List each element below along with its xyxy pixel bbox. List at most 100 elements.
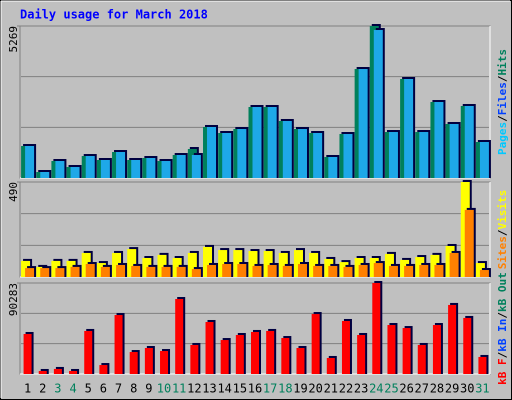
bar: [176, 155, 186, 178]
x-tick-label: 22: [339, 382, 353, 396]
bar: [160, 351, 169, 374]
bar: [387, 325, 396, 374]
y-tick-label: 490: [7, 182, 20, 202]
bar: [267, 264, 277, 277]
bar: [218, 250, 228, 277]
bar: [191, 155, 201, 178]
bar: [326, 357, 335, 374]
bar: [144, 347, 153, 374]
x-tick-label: 18: [278, 382, 292, 396]
bar: [220, 340, 229, 374]
bar: [114, 315, 123, 374]
x-tick-label: 9: [145, 382, 152, 396]
bar: [475, 263, 485, 277]
bar: [479, 270, 489, 277]
bar: [388, 132, 398, 178]
bar: [419, 264, 429, 277]
x-tick-label: 8: [130, 382, 137, 396]
x-tick-label: 15: [233, 382, 247, 396]
bar: [84, 330, 93, 374]
chart-title: Daily usage for March 2018: [20, 8, 208, 22]
bar: [161, 266, 171, 277]
bar: [146, 266, 156, 277]
bar: [432, 325, 441, 374]
bar: [116, 152, 126, 178]
legend-separator: /: [496, 312, 509, 319]
bar: [161, 161, 171, 178]
bar: [297, 264, 307, 277]
bar: [402, 328, 411, 374]
x-tick-label: 23: [354, 382, 368, 396]
bar: [267, 107, 277, 178]
legend-entry: Pages: [496, 122, 509, 155]
bar: [357, 334, 366, 374]
bar: [205, 321, 214, 374]
x-tick-label: 31: [475, 382, 489, 396]
bar: [129, 352, 138, 374]
legend-entry: Sites: [496, 236, 509, 269]
bar: [464, 209, 474, 277]
legend-entry: Files: [496, 82, 509, 115]
x-tick-label: 17: [263, 382, 277, 396]
legend-entry: Visits: [496, 190, 509, 230]
bar: [309, 252, 319, 277]
bar: [252, 107, 262, 178]
bar: [372, 283, 381, 374]
legend: Sites/Visits: [496, 190, 509, 270]
bar: [222, 264, 232, 277]
legend-separator: /: [496, 115, 509, 122]
x-tick-label: 1: [24, 382, 31, 396]
x-tick-label: 10: [157, 382, 171, 396]
bar: [384, 253, 394, 277]
bar: [373, 30, 383, 178]
x-tick-label: 2: [39, 382, 46, 396]
x-tick-label: 28: [430, 382, 444, 396]
legend-entry: kB In: [496, 319, 509, 352]
bar: [69, 370, 78, 374]
bar: [207, 264, 217, 277]
bar: [297, 129, 307, 178]
bar: [85, 156, 95, 178]
bar: [70, 167, 80, 178]
bar: [341, 320, 350, 374]
bar: [85, 264, 95, 277]
bar: [237, 129, 247, 178]
bar: [38, 370, 47, 374]
bar: [464, 105, 474, 178]
bar: [388, 265, 398, 277]
bar: [266, 330, 275, 374]
bar: [282, 120, 292, 178]
bar: [449, 123, 459, 178]
bar: [70, 266, 80, 277]
bar: [311, 314, 320, 374]
bar: [463, 317, 472, 374]
bar: [479, 141, 489, 178]
bar: [328, 156, 338, 178]
bar: [343, 266, 353, 277]
x-tick-label: 3: [54, 382, 61, 396]
x-tick-label: 7: [115, 382, 122, 396]
bar: [157, 254, 167, 277]
bar: [404, 78, 414, 178]
x-tick-label: 12: [187, 382, 201, 396]
x-tick-label: 24: [369, 382, 383, 396]
bar: [176, 266, 186, 277]
bar: [233, 250, 243, 277]
bar: [263, 251, 273, 277]
x-tick-label: 20: [308, 382, 322, 396]
bar: [313, 265, 323, 277]
bar: [358, 264, 368, 277]
bar: [40, 268, 50, 277]
x-tick-label: 21: [324, 382, 338, 396]
bar: [25, 146, 35, 178]
x-tick-label: 13: [202, 382, 216, 396]
bar: [25, 268, 35, 277]
x-tick-label: 19: [293, 382, 307, 396]
y-tick-label: 90283: [7, 283, 20, 316]
bar: [53, 368, 62, 374]
bar: [131, 265, 141, 277]
x-tick-label: 16: [248, 382, 262, 396]
bar: [203, 246, 213, 277]
bar: [190, 344, 199, 374]
bar: [313, 132, 323, 178]
